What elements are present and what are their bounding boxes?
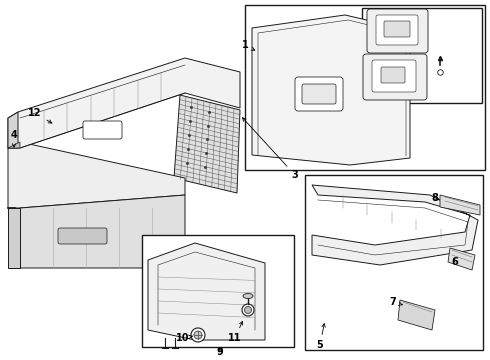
Bar — [362, 8, 482, 103]
FancyBboxPatch shape — [376, 15, 418, 45]
Bar — [142, 235, 294, 347]
Text: 11: 11 — [228, 321, 243, 343]
Ellipse shape — [243, 293, 253, 298]
Text: 3: 3 — [243, 118, 298, 180]
Bar — [305, 175, 483, 350]
Circle shape — [194, 331, 202, 339]
Text: 7: 7 — [390, 297, 402, 307]
Text: 10: 10 — [176, 333, 193, 343]
FancyBboxPatch shape — [302, 84, 336, 104]
Text: 2: 2 — [0, 359, 1, 360]
Polygon shape — [148, 243, 265, 340]
Text: 8: 8 — [432, 193, 439, 203]
FancyBboxPatch shape — [295, 77, 343, 111]
FancyBboxPatch shape — [363, 54, 427, 100]
FancyBboxPatch shape — [58, 228, 107, 244]
Circle shape — [245, 306, 251, 314]
FancyBboxPatch shape — [83, 121, 122, 139]
Polygon shape — [8, 142, 20, 148]
Polygon shape — [252, 15, 410, 165]
FancyBboxPatch shape — [384, 21, 410, 37]
Polygon shape — [8, 112, 18, 148]
Circle shape — [191, 328, 205, 342]
Polygon shape — [174, 95, 240, 193]
Polygon shape — [20, 195, 185, 268]
Polygon shape — [448, 248, 475, 270]
FancyBboxPatch shape — [372, 60, 416, 92]
Polygon shape — [398, 300, 435, 330]
Polygon shape — [440, 195, 480, 215]
Polygon shape — [8, 142, 185, 208]
Text: 1: 1 — [242, 40, 255, 50]
Polygon shape — [312, 185, 478, 265]
Polygon shape — [8, 208, 20, 268]
Polygon shape — [8, 58, 240, 148]
FancyBboxPatch shape — [367, 9, 428, 53]
Text: 6: 6 — [452, 257, 458, 267]
Text: 5: 5 — [317, 324, 325, 350]
Text: 12: 12 — [28, 108, 52, 123]
Circle shape — [242, 304, 254, 316]
Text: 9: 9 — [217, 347, 223, 357]
Bar — [245, 5, 485, 170]
Text: 4: 4 — [11, 130, 17, 147]
FancyBboxPatch shape — [381, 67, 405, 83]
